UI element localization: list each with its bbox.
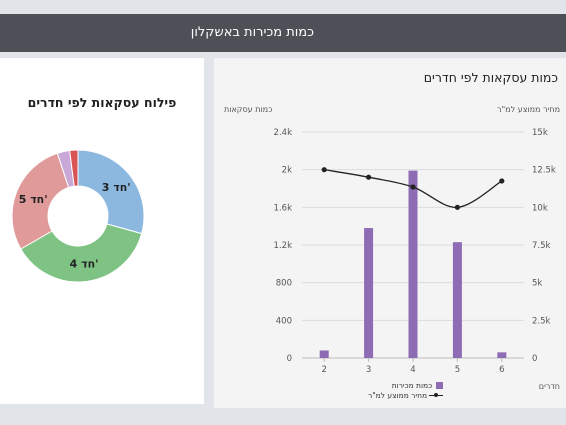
right-tick-label: 5k: [532, 279, 542, 289]
legend-item-line[interactable]: מחיר ממוצע למ"ר: [368, 390, 444, 400]
page-title: כמות מכירות באשקלון: [190, 25, 314, 40]
combo-chart: 0 0 400 2.5k 800 5k 1.2k 7.5k 1.6k 10k 2k 12.5k 2.4k…: [274, 128, 556, 375]
right-axis-name: מחיר ממוצע למ"ר: [496, 105, 560, 114]
legend-bar-swatch: [436, 381, 444, 389]
page-header: כמות מכירות באשקלון: [0, 14, 566, 52]
x-tick-label: 3: [366, 365, 371, 375]
left-tick-label: 800: [276, 279, 292, 289]
x-tick-label: 5: [455, 365, 460, 375]
chart-legend: כמות מכירות מחיר ממוצע למ"ר: [368, 380, 444, 400]
legend-line-swatch: [429, 392, 444, 399]
bar-5: [452, 242, 462, 358]
bar-2: [319, 350, 329, 358]
price-point-3: [366, 174, 372, 180]
left-tick-label: 1.6k: [274, 203, 293, 213]
left-tick-label: 0: [287, 354, 292, 364]
x-tick-label: 2: [321, 365, 326, 375]
donut-slice-0: [77, 149, 145, 235]
left-tick-label: 2k: [282, 166, 292, 176]
chart-title: כמות עסקאות לפי חדרים: [423, 70, 558, 85]
left-tick-label: 2.4k: [274, 128, 293, 138]
bar-line-panel: 0 0 400 2.5k 800 5k 1.2k 7.5k 1.6k 10k 2k 12.5k 2.4k…: [214, 58, 566, 408]
right-tick-label: 10k: [532, 203, 548, 213]
right-tick-label: 7.5k: [532, 241, 551, 251]
legend-bars-label: כמות מכירות: [391, 380, 433, 390]
donut-panel: 3 חד' 4 חד' 5 חד' פילוח עסקאות לפי חדרים: [0, 58, 204, 404]
x-tick-label: 4: [410, 365, 415, 375]
donut-slice-1: [20, 223, 143, 283]
donut-chart: 3 חד' 4 חד' 5 חד': [11, 149, 145, 283]
donut-slice-4: [69, 149, 79, 187]
right-tick-label: 0: [532, 354, 537, 364]
donut-label-1: 4 חד': [70, 258, 99, 271]
left-tick-label: 400: [276, 316, 292, 326]
price-point-5: [454, 204, 460, 210]
donut-label-0: 3 חד': [102, 181, 131, 194]
bar-6: [497, 352, 507, 358]
right-tick-label: 12.5k: [532, 166, 556, 176]
x-axis-name: חדרים: [538, 382, 560, 391]
price-point-4: [410, 184, 416, 190]
legend-line-label: מחיר ממוצע למ"ר: [368, 390, 428, 400]
left-tick-label: 1.2k: [274, 241, 293, 251]
x-tick-label: 6: [499, 365, 504, 375]
donut-label-2: 5 חד': [19, 193, 48, 206]
left-axis-name: כמות עסקאות: [224, 105, 273, 114]
donut-slice-2: [11, 152, 70, 250]
right-tick-label: 15k: [532, 128, 548, 138]
price-point-6: [499, 178, 505, 184]
price-point-2: [321, 167, 327, 173]
donut-title: פילוח עסקאות לפי חדרים: [27, 95, 177, 110]
legend-item-bars[interactable]: כמות מכירות: [368, 380, 444, 390]
bar-4: [408, 170, 418, 358]
bar-3: [364, 228, 374, 358]
right-tick-label: 2.5k: [532, 316, 551, 326]
